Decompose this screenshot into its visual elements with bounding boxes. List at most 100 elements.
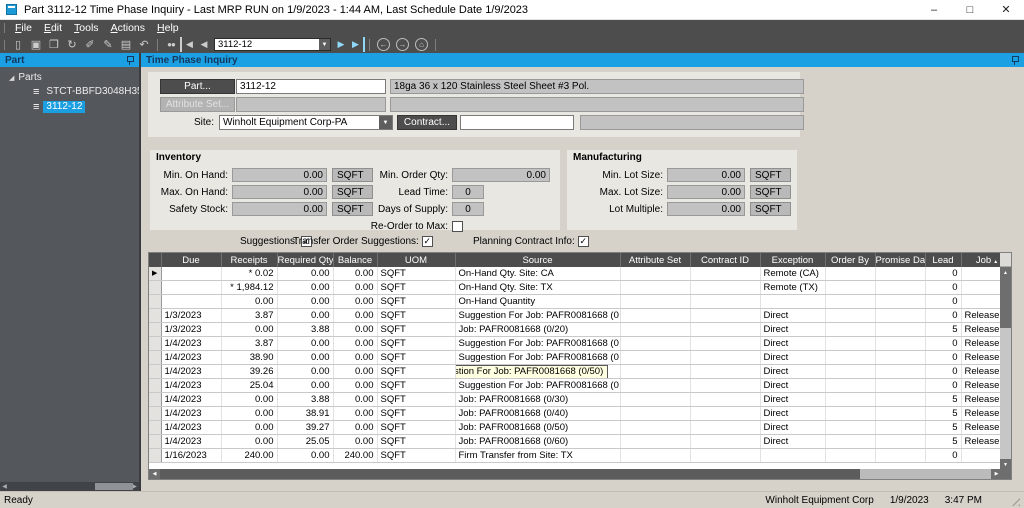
resize-grip[interactable]	[1008, 494, 1020, 506]
table-row[interactable]: 1/3/2023 3.87 0.00 0.00 SQFT Suggestion For J…	[149, 308, 1011, 324]
menu-edit[interactable]: Edit	[43, 22, 63, 34]
chevron-down-icon[interactable]: ▼	[379, 116, 392, 129]
scroll-left-icon[interactable]: ◀	[149, 468, 160, 479]
reorder-to-max-checkbox[interactable]	[452, 220, 463, 232]
column-header-balance[interactable]: Balance	[333, 253, 378, 267]
last-record-button[interactable]: ▶	[349, 37, 365, 52]
cell-required-qty: 0.00	[277, 378, 334, 394]
new-record-button[interactable]: ▯	[9, 37, 27, 52]
back-button[interactable]: ←	[377, 38, 390, 51]
column-header-promise-date[interactable]: Promise Date	[875, 253, 926, 267]
contract-button[interactable]: Contract...	[397, 115, 457, 130]
scrollbar-thumb[interactable]	[95, 483, 133, 490]
column-header-due[interactable]: Due	[161, 253, 222, 267]
cell-exception: Direct	[760, 322, 826, 338]
tree-root-parts[interactable]: ◢ Parts	[3, 72, 136, 83]
table-row[interactable]: 1/4/2023 0.00 38.91 0.00 SQFT Job: PAFR008166…	[149, 406, 1011, 422]
find-button[interactable]: ●●	[162, 37, 180, 52]
forward-button[interactable]: →	[396, 38, 409, 51]
cell-source: Job: PAFR0081668 (0/40)	[455, 406, 621, 422]
column-header-exception[interactable]: Exception	[760, 253, 826, 267]
pin-icon[interactable]	[1011, 55, 1019, 65]
scroll-up-icon[interactable]: ▲	[1000, 267, 1011, 278]
table-row[interactable]: * 1,984.12 0.00 0.00 SQFT On-Hand Qty. Site:…	[149, 280, 1011, 296]
home-button[interactable]: ⌂	[415, 38, 428, 51]
refresh-button[interactable]: ↻	[63, 37, 81, 52]
table-row[interactable]: 1/4/2023 38.90 0.00 0.00 SQFT Suggestion For …	[149, 350, 1011, 366]
part-panel-title: Part	[5, 54, 25, 66]
menu-file[interactable]: File	[15, 22, 32, 34]
column-header-receipts[interactable]: Receipts	[221, 253, 278, 267]
undo-button[interactable]: ↶	[135, 37, 153, 52]
table-row[interactable]: 1/3/2023 0.00 3.88 0.00 SQFT Job: PAFR0081668…	[149, 322, 1011, 338]
site-select[interactable]: Winholt Equipment Corp-PA ▼	[219, 115, 393, 130]
table-row[interactable]: ▶ * 0.02 0.00 0.00 SQFT On-Hand Qty. Site: CA…	[149, 267, 1011, 282]
scroll-right-icon[interactable]: ▶	[991, 468, 1002, 479]
contract-input[interactable]	[460, 115, 574, 130]
close-button[interactable]: ✕	[1001, 4, 1011, 16]
sidebar-horizontal-scrollbar[interactable]: ◀ ▶	[0, 482, 139, 491]
column-header-contract-id[interactable]: Contract ID	[690, 253, 761, 267]
scrollbar-thumb[interactable]	[160, 468, 860, 479]
sidebar-item-stct-bbfd3048h35-a[interactable]: ≡ STCT-BBFD3048H35-A	[33, 86, 153, 98]
previous-record-button[interactable]: ◀	[200, 39, 208, 49]
planning-contract-info-checkbox[interactable]: ✓	[577, 235, 589, 247]
cell-attribute-set	[620, 280, 691, 296]
scroll-down-icon[interactable]: ▼	[1000, 459, 1011, 470]
table-row[interactable]: 1/4/2023 3.87 0.00 0.00 SQFT Suggestion For J…	[149, 336, 1011, 352]
first-record-button[interactable]: ◀	[180, 37, 196, 52]
cell-due	[161, 294, 222, 310]
cell-due: 1/4/2023	[161, 420, 222, 436]
grid-horizontal-scrollbar[interactable]: ◀ ▶	[149, 468, 1011, 479]
scrollbar-track[interactable]	[9, 482, 133, 491]
grid-vertical-scrollbar[interactable]: ▲ ▼	[1000, 253, 1011, 470]
edit-button[interactable]: ✎	[99, 37, 117, 52]
clear-button[interactable]: ✐	[81, 37, 99, 52]
part-number-input[interactable]: 3112-12	[236, 79, 386, 94]
column-header-required-qty[interactable]: Required Qty	[277, 253, 334, 267]
suggestions-checkbox[interactable]: ✓	[300, 235, 312, 247]
column-header-job[interactable]: Job	[961, 253, 1011, 267]
table-row[interactable]: 1/4/2023 0.00 39.27 0.00 SQFT Job: PAFR008166…	[149, 420, 1011, 436]
save-button[interactable]: ▣	[27, 37, 45, 52]
column-header-order-by[interactable]: Order By	[825, 253, 876, 267]
scrollbar-thumb[interactable]	[1000, 278, 1011, 328]
column-header-source[interactable]: Source	[455, 253, 621, 267]
chevron-down-icon[interactable]: ▼	[319, 39, 330, 50]
column-header-uom[interactable]: UOM	[377, 253, 456, 267]
maximize-button[interactable]: □	[966, 3, 974, 16]
column-header-lead[interactable]: Lead	[925, 253, 962, 267]
record-selector-combo[interactable]: 3112-12 ▼	[214, 38, 331, 51]
print-button[interactable]: ❐	[45, 37, 63, 52]
part-button[interactable]: Part...	[160, 79, 235, 94]
cell-receipts: 240.00	[221, 448, 278, 464]
tree-items: ≡ STCT-BBFD3048H35-A ≡ 3112-12	[3, 86, 153, 113]
minimize-button[interactable]: –	[930, 3, 938, 16]
table-row[interactable]: 0.00 0.00 0.00 SQFT On-Hand Quantity 0	[149, 294, 1011, 310]
history-buttons: ← → ⌂	[374, 38, 431, 51]
table-row[interactable]: 1/4/2023 0.00 3.88 0.00 SQFT Job: PAFR0081668…	[149, 392, 1011, 408]
cell-required-qty: 0.00	[277, 448, 334, 464]
pin-icon[interactable]	[126, 55, 134, 65]
cell-due: 1/3/2023	[161, 308, 222, 324]
min-lot-size-row: Min. Lot Size: 0.00 SQFT	[567, 168, 797, 182]
table-row[interactable]: 1/4/2023 0.00 25.05 0.00 SQFT Job: PAFR008166…	[149, 434, 1011, 450]
panel-splitter[interactable]	[139, 53, 141, 491]
table-row[interactable]: 1/4/2023 25.04 0.00 0.00 SQFT Suggestion For …	[149, 378, 1011, 394]
scroll-right-icon[interactable]: ▶	[132, 484, 137, 490]
sidebar-item-3112-12[interactable]: ≡ 3112-12	[33, 101, 136, 113]
next-record-button[interactable]: ▶	[337, 39, 345, 49]
paste-button[interactable]: ▤	[117, 37, 135, 52]
scroll-left-icon[interactable]: ◀	[2, 484, 7, 490]
menu-actions[interactable]: Actions	[110, 22, 146, 34]
cell-order-by	[825, 336, 876, 352]
transfer-order-suggestions-checkbox[interactable]: ✓	[421, 235, 433, 247]
column-header-attribute-set[interactable]: Attribute Set	[620, 253, 691, 267]
menu-tools[interactable]: Tools	[74, 22, 99, 34]
tree-expander-icon[interactable]: ◢	[9, 74, 15, 82]
cell-due: 1/16/2023	[161, 448, 222, 464]
menu-help[interactable]: Help	[157, 22, 179, 34]
cell-attribute-set	[620, 378, 691, 394]
table-row[interactable]: 1/16/2023 240.00 0.00 240.00 SQFT Firm Transf…	[149, 448, 1011, 464]
